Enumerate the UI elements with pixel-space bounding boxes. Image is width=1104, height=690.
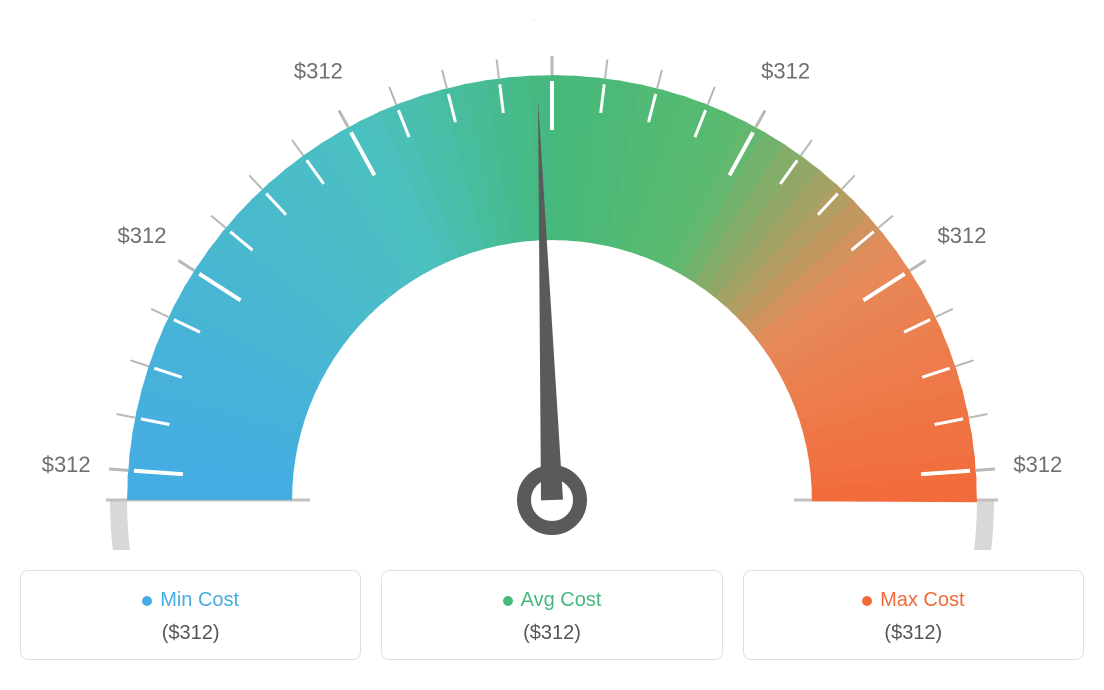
gauge-tick-outer-minor xyxy=(211,216,226,228)
gauge-tick-outer-minor xyxy=(657,70,662,88)
legend-card-max-cost: Max Cost ($312) xyxy=(743,570,1084,660)
gauge-svg: $312 $312 $312 $312 $312 $312 $312 xyxy=(20,20,1084,550)
gauge-tick-label: $312 xyxy=(528,20,577,24)
gauge-tick-outer xyxy=(109,469,128,470)
legend-card-min-cost: Min Cost ($312) xyxy=(20,570,361,660)
legend-card-avg-cost: Avg Cost ($312) xyxy=(381,570,722,660)
legend-label: Avg Cost xyxy=(521,589,602,612)
legend-dot-icon xyxy=(142,596,152,606)
gauge-tick-outer-minor xyxy=(442,70,447,88)
legend-dot-icon xyxy=(862,596,872,606)
gauge-tick-outer-minor xyxy=(131,360,149,366)
gauge-tick-outer-minor xyxy=(969,414,988,418)
legend-value: ($312) xyxy=(764,622,1063,645)
gauge-tick-outer-minor xyxy=(497,59,499,78)
gauge-tick-outer-minor xyxy=(878,216,893,228)
legend-row: Min Cost ($312) Avg Cost ($312) Max Cost ($31… xyxy=(20,570,1084,660)
gauge-tick-label: $312 xyxy=(937,223,986,248)
gauge-tick-label: $312 xyxy=(1013,452,1062,477)
gauge-tick-outer-minor xyxy=(116,414,135,418)
legend-label: Max Cost xyxy=(880,589,964,612)
gauge-tick-outer-minor xyxy=(151,309,168,317)
gauge-tick-outer-minor xyxy=(249,175,262,189)
gauge-tick-outer-minor xyxy=(708,87,715,105)
gauge-tick-outer-minor xyxy=(605,59,607,78)
gauge-tick-label: $312 xyxy=(118,223,167,248)
legend-title: Min Cost xyxy=(142,589,239,612)
gauge-tick-outer-minor xyxy=(955,360,973,366)
gauge-tick-outer-minor xyxy=(389,87,396,105)
gauge-tick-outer-minor xyxy=(936,309,953,317)
gauge-tick-outer xyxy=(178,260,194,270)
gauge-tick-label: $312 xyxy=(294,59,343,84)
gauge-tick-label: $312 xyxy=(761,59,810,84)
gauge-tick-label: $312 xyxy=(42,452,91,477)
gauge-tick-outer xyxy=(339,110,348,127)
gauge-chart: $312 $312 $312 $312 $312 $312 $312 xyxy=(20,20,1084,550)
legend-title: Max Cost xyxy=(862,589,964,612)
legend-title: Avg Cost xyxy=(503,589,602,612)
gauge-tick-outer xyxy=(910,260,926,270)
legend-value: ($312) xyxy=(402,622,701,645)
legend-label: Min Cost xyxy=(160,589,239,612)
gauge-tick-outer xyxy=(756,110,765,127)
legend-value: ($312) xyxy=(41,622,340,645)
gauge-tick-outer-minor xyxy=(292,140,303,155)
gauge-tick-outer-minor xyxy=(842,175,855,189)
legend-dot-icon xyxy=(503,596,513,606)
gauge-tick-outer xyxy=(976,469,995,470)
gauge-tick-outer-minor xyxy=(801,140,812,155)
